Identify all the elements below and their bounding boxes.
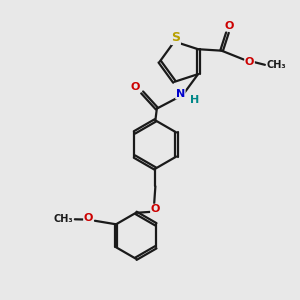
Text: S: S	[171, 32, 180, 44]
Text: CH₃: CH₃	[54, 214, 74, 224]
Text: O: O	[245, 57, 254, 67]
Text: O: O	[84, 213, 93, 224]
Text: O: O	[131, 82, 140, 92]
Text: H: H	[190, 95, 199, 105]
Text: N: N	[176, 89, 185, 99]
Text: O: O	[224, 21, 234, 31]
Text: O: O	[151, 204, 160, 214]
Text: CH₃: CH₃	[266, 60, 286, 70]
